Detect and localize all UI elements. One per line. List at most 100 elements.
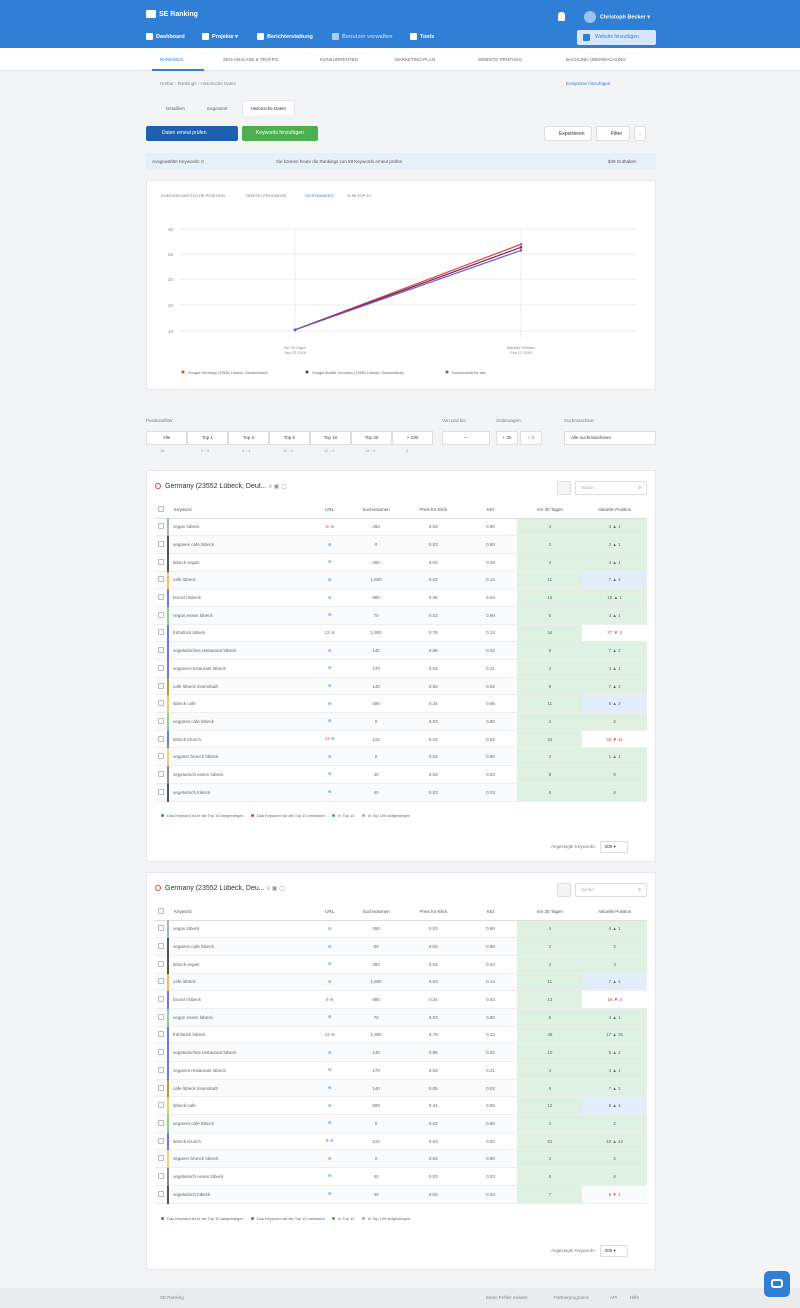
column-header[interactable]: Preis für Klick: [403, 501, 464, 519]
table-row[interactable]: veganer brunch lübeck ⊖ 0 0.03 0.90 2 2: [155, 1149, 647, 1169]
subnav-competitors[interactable]: Konkurrenten: [320, 57, 358, 62]
row-select-cell[interactable]: [155, 783, 168, 802]
nav-users[interactable]: Benutzer verwalten: [332, 33, 392, 40]
link-icon[interactable]: ⊖: [327, 771, 332, 777]
table-row[interactable]: brunch lübeck ⊖ 880 0.36 3.63 16 15 ▲ 1: [155, 588, 647, 607]
column-header[interactable]: Suchvolumen: [349, 903, 404, 921]
chart-tab-traffic[interactable]: Traffic-Prognose: [245, 193, 287, 198]
row-checkbox[interactable]: [157, 1031, 164, 1038]
breadcrumb[interactable]: Hörbür › Rankings › Historische Daten: [160, 81, 237, 86]
row-select-cell[interactable]: [155, 1132, 168, 1151]
row-checkbox[interactable]: [157, 1190, 164, 1197]
link-icon[interactable]: ⊖: [327, 612, 332, 618]
row-select-cell[interactable]: [155, 553, 168, 572]
link-icon[interactable]: ⊖: [327, 665, 332, 671]
column-header[interactable]: Vor 30 Tagen: [517, 501, 583, 519]
row-checkbox[interactable]: [157, 753, 164, 760]
url-cell[interactable]: ⊖: [310, 553, 350, 572]
filter-button[interactable]: Filter: [596, 126, 630, 141]
table-row[interactable]: vegetarisch lübeck ⊖ 40 0.03 0.03 7 8 ▼ 1: [155, 1185, 647, 1204]
row-select-cell[interactable]: [155, 677, 168, 696]
row-select-cell[interactable]: [155, 955, 168, 974]
changes-down[interactable]: + 0: [520, 431, 542, 445]
link-icon[interactable]: ⊖: [327, 925, 332, 931]
table-row[interactable]: brunch lübeck 9 ⊖ 880 0.3s 0.63 13 16 ▼ 3: [155, 990, 647, 1009]
link-icon[interactable]: ⊖: [327, 576, 332, 582]
table-row[interactable]: lübeck vegan ⊖ 260 0.03 0.04 4 4: [155, 955, 647, 974]
nav-reports[interactable]: Berichterstattung: [257, 33, 313, 40]
table-row[interactable]: vegetarisches restaurant lübeck ⊖ 140 0.86…: [155, 641, 647, 660]
table-actions[interactable]: ≡ ▣ ▢: [268, 484, 287, 490]
row-checkbox[interactable]: [157, 1172, 164, 1179]
table-actions[interactable]: ≡ ▣ ▢: [266, 886, 285, 892]
url-cell[interactable]: ⊖: [310, 1114, 350, 1133]
url-cell[interactable]: ⊖: [310, 747, 350, 767]
column-header[interactable]: Preis für Klick: [403, 903, 464, 921]
table-row[interactable]: vegetarisches restaurant lübeck ⊖ 140 0.86…: [155, 1043, 647, 1062]
row-select-cell[interactable]: [155, 937, 168, 956]
url-cell[interactable]: ⊖: [310, 1079, 350, 1098]
row-select-cell[interactable]: [155, 588, 168, 607]
table-row[interactable]: vegan lübeck ⊖ ⊖ 260 0.03 0.90 4 3 ▲ 1: [155, 518, 647, 537]
column-header[interactable]: Keyword: [167, 903, 311, 921]
url-cell[interactable]: 12 ⊖: [310, 730, 350, 749]
table-row[interactable]: frühstück lübeck 12 ⊖ 1,900 0.78 0.13 48 17 ▲ …: [155, 1026, 647, 1045]
url-cell[interactable]: ⊖: [310, 606, 350, 625]
row-select-cell[interactable]: [155, 641, 168, 660]
link-icon[interactable]: ⊖: [327, 594, 332, 600]
tab-overall[interactable]: Insgesamt: [206, 106, 228, 111]
logo[interactable]: SE Ranking: [146, 10, 198, 18]
chart-tab-visibility[interactable]: Sichtbarkeit: [305, 193, 335, 198]
table-row[interactable]: veganes cafe lübeck ⊖ 30 0.03 0.90 2 2: [155, 937, 647, 956]
nav-projects[interactable]: Projekte ▾: [202, 33, 238, 40]
column-header[interactable]: KEI: [463, 903, 518, 921]
table-row[interactable]: lübeck brunch 12 ⊖ 110 0.03 0.02 34 45 ▼ 11: [155, 730, 647, 749]
shown-select[interactable]: 200 ▾: [599, 841, 628, 853]
table-row[interactable]: vegetarisch essen lübeck ⊖ 40 0.03 0.03 8 8: [155, 765, 647, 784]
row-select-cell[interactable]: [155, 659, 168, 678]
link-icon[interactable]: ⊖: [327, 1067, 332, 1073]
row-checkbox[interactable]: [157, 735, 164, 742]
subnav-rankings[interactable]: Rankings: [160, 57, 184, 62]
row-checkbox[interactable]: [157, 629, 164, 636]
export-button[interactable]: Exportieren: [544, 126, 592, 141]
row-select-cell[interactable]: [155, 730, 168, 749]
url-cell[interactable]: ⊖: [310, 783, 350, 802]
bell-icon[interactable]: [558, 12, 565, 21]
position-filter-1[interactable]: Top 1: [187, 431, 228, 445]
url-cell[interactable]: ⊖: [310, 571, 350, 590]
chat-button[interactable]: [764, 1271, 790, 1297]
table-row[interactable]: cafe lübeck ⊖ 1,600 0.03 0.14 11 7 ▲ 4: [155, 973, 647, 992]
row-checkbox[interactable]: [157, 1013, 164, 1020]
url-cell[interactable]: ⊖: [310, 535, 350, 554]
url-cell[interactable]: ⊖: [310, 677, 350, 696]
link-icon[interactable]: ⊖: [327, 647, 332, 653]
url-cell[interactable]: ⊖: [310, 712, 350, 731]
subnav-seo[interactable]: SEO-Analyse & Traffic: [223, 57, 279, 62]
link-icon[interactable]: ⊖: [327, 1014, 332, 1020]
nav-tools[interactable]: Tools: [410, 33, 434, 40]
row-select-cell[interactable]: [155, 765, 168, 784]
search-input[interactable]: Suche ⌕: [575, 883, 647, 897]
link-icon[interactable]: ⊖: [327, 1049, 332, 1055]
row-checkbox[interactable]: [157, 960, 164, 967]
table-row[interactable]: cafe lübeck innenstadt ⊖ 140 0.05 0.02 9 7 ▲ …: [155, 1079, 647, 1098]
row-checkbox[interactable]: [157, 664, 164, 671]
row-checkbox[interactable]: [157, 523, 164, 530]
row-checkbox[interactable]: [157, 576, 164, 583]
row-checkbox[interactable]: [157, 1119, 164, 1126]
subnav-backlinks[interactable]: Backlink-Überwachung: [566, 57, 626, 62]
link-icon[interactable]: ⊖: [327, 1155, 332, 1161]
link-icon[interactable]: ⊖: [327, 961, 332, 967]
row-checkbox[interactable]: [157, 682, 164, 689]
row-checkbox[interactable]: [157, 1066, 164, 1073]
table-row[interactable]: veganes cafe lübeck ⊖ 0 0.03 0.90 2 2 ▲ 1: [155, 535, 647, 554]
table-row[interactable]: frühstück lübeck 12 ⊖ 1,900 0.78 0.13 34 37 ▼ …: [155, 624, 647, 643]
url-cell[interactable]: ⊖: [310, 694, 350, 714]
footer-api[interactable]: API: [610, 1295, 618, 1300]
row-select-cell[interactable]: [155, 920, 168, 939]
shown-select[interactable]: 200 ▾: [599, 1245, 628, 1257]
link-icon[interactable]: ⊖: [327, 683, 332, 689]
row-select-cell[interactable]: [155, 1061, 168, 1080]
tab-history[interactable]: Historische Daten: [241, 100, 296, 115]
